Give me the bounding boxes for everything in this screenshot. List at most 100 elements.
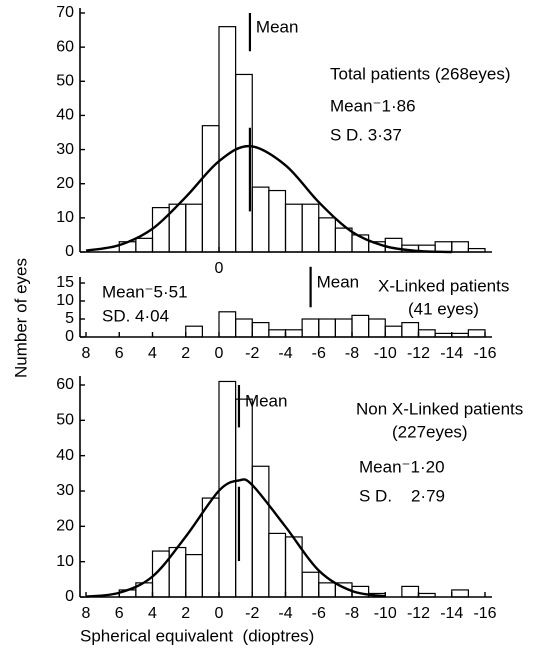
histogram-bar bbox=[201, 125, 220, 253]
x-tick-label: -14 bbox=[440, 605, 463, 622]
y-tick-label: 0 bbox=[65, 588, 74, 605]
histogram-bar bbox=[451, 332, 469, 338]
histogram-bar bbox=[268, 189, 287, 253]
x-tick-label: -6 bbox=[312, 605, 326, 622]
histogram-bar bbox=[334, 227, 353, 253]
y-tick-label: 30 bbox=[56, 482, 74, 499]
histogram-bar bbox=[135, 237, 154, 253]
x-tick-label: 6 bbox=[115, 605, 124, 622]
y-tick-label: 20 bbox=[56, 175, 74, 192]
x-tick-label: -16 bbox=[473, 345, 496, 362]
y-tick-label: 60 bbox=[56, 376, 74, 393]
mean-label: Mean bbox=[245, 392, 288, 411]
histogram-bar bbox=[318, 318, 336, 338]
annotation: Mean⁻1·86 bbox=[330, 96, 416, 115]
y-axis-label: Number of eyes bbox=[11, 258, 30, 378]
histogram-bar bbox=[218, 311, 237, 338]
x-tick-label: 0 bbox=[215, 260, 224, 277]
mean-label: Mean bbox=[317, 273, 360, 292]
fitted-curve bbox=[85, 478, 386, 598]
histogram-bar bbox=[235, 73, 253, 253]
x-tick-label: 2 bbox=[181, 345, 190, 362]
histogram-bar bbox=[318, 582, 336, 598]
y-tick-label: 50 bbox=[56, 412, 74, 429]
annotation: Mean⁻1·20 bbox=[359, 457, 445, 476]
x-tick-label: -2 bbox=[245, 605, 259, 622]
annotation: S D. 3·37 bbox=[330, 125, 402, 144]
y-tick-label: 5 bbox=[65, 310, 74, 327]
y-tick-label: 10 bbox=[56, 292, 74, 309]
y-tick-label: 30 bbox=[56, 141, 74, 158]
histogram-bar bbox=[251, 186, 270, 253]
x-tick-label: 4 bbox=[148, 605, 157, 622]
histogram-bar bbox=[218, 26, 237, 253]
histogram-bar bbox=[467, 247, 486, 253]
x-tick-label: -6 bbox=[312, 345, 326, 362]
annotation: S D. 2·79 bbox=[359, 486, 445, 505]
histogram-bar bbox=[368, 318, 386, 338]
histogram-bar bbox=[451, 589, 469, 598]
y-tick-label: 15 bbox=[56, 274, 74, 291]
x-tick-label: 8 bbox=[82, 605, 91, 622]
x-tick-label: -8 bbox=[345, 345, 359, 362]
histogram-bar bbox=[268, 532, 287, 598]
histogram-bar bbox=[417, 329, 436, 338]
histogram-bar bbox=[235, 318, 253, 338]
x-tick-label: -12 bbox=[407, 345, 430, 362]
annotation: X-Linked patients bbox=[378, 276, 509, 295]
x-axis-label: Spherical equivalent (dioptres) bbox=[80, 626, 314, 645]
x-tick-label: 4 bbox=[148, 345, 157, 362]
histogram-bar bbox=[151, 207, 170, 253]
x-tick-label: -16 bbox=[473, 605, 496, 622]
histogram-bar bbox=[301, 203, 320, 253]
histogram-bar bbox=[401, 322, 420, 338]
histogram-bar bbox=[251, 322, 270, 338]
histogram-bar bbox=[417, 592, 436, 598]
y-tick-label: 50 bbox=[56, 73, 74, 90]
histogram-bar bbox=[434, 241, 453, 253]
annotation: Mean⁻5·51 bbox=[102, 282, 188, 301]
histogram-bar bbox=[384, 325, 403, 338]
x-tick-label: -12 bbox=[407, 605, 430, 622]
y-tick-label: 10 bbox=[56, 209, 74, 226]
annotation: Non X-Linked patients bbox=[356, 399, 523, 418]
x-tick-label: 0 bbox=[215, 345, 224, 362]
annotation: (41 eyes) bbox=[408, 299, 479, 318]
histogram-bar bbox=[434, 332, 453, 338]
histogram-bar bbox=[201, 497, 220, 598]
histogram-bar bbox=[451, 241, 469, 253]
annotation: Total patients (268eyes) bbox=[330, 64, 511, 83]
x-tick-label: -4 bbox=[278, 605, 292, 622]
histogram-bar bbox=[185, 553, 203, 598]
annotation: (227eyes) bbox=[392, 422, 468, 441]
y-tick-label: 10 bbox=[56, 553, 74, 570]
y-tick-label: 20 bbox=[56, 518, 74, 535]
y-tick-label: 40 bbox=[56, 447, 74, 464]
x-tick-label: 6 bbox=[115, 345, 124, 362]
histogram-bar bbox=[318, 217, 336, 253]
x-tick-label: -4 bbox=[278, 345, 292, 362]
annotation: SD. 4·04 bbox=[102, 306, 169, 325]
y-tick-label: 40 bbox=[56, 107, 74, 124]
histogram-bar bbox=[284, 203, 303, 253]
y-tick-label: 60 bbox=[56, 38, 74, 55]
histogram-bar bbox=[301, 318, 320, 338]
histogram-bar bbox=[301, 571, 320, 598]
histogram-bar bbox=[334, 318, 353, 338]
histogram-bar bbox=[467, 329, 486, 338]
histogram-bar bbox=[351, 314, 370, 338]
y-tick-label: 0 bbox=[65, 328, 74, 345]
y-tick-label: 70 bbox=[56, 4, 74, 21]
histogram-bar bbox=[401, 585, 420, 598]
x-tick-label: -14 bbox=[440, 345, 463, 362]
histogram-bar bbox=[284, 329, 303, 338]
x-tick-label: -2 bbox=[245, 345, 259, 362]
histogram-bar bbox=[185, 203, 203, 253]
x-tick-label: -10 bbox=[374, 345, 397, 362]
x-tick-label: -8 bbox=[345, 605, 359, 622]
x-tick-label: -10 bbox=[374, 605, 397, 622]
x-tick-label: 0 bbox=[215, 605, 224, 622]
mean-label: Mean bbox=[256, 18, 299, 37]
histogram-bar bbox=[251, 465, 270, 598]
